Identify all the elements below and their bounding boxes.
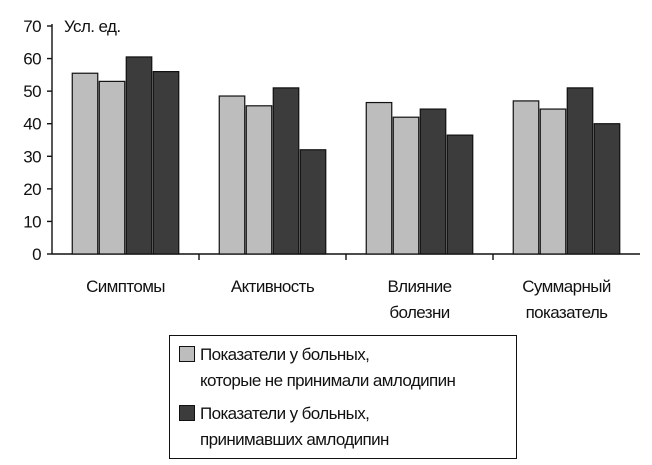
bar-treated [299, 149, 327, 255]
y-tick-label: 50 [23, 82, 41, 101]
y-tick-label: 60 [23, 50, 41, 69]
legend-label-line: которые не принимали амлодипин [200, 371, 456, 390]
bar-treated [272, 87, 300, 255]
labels: 0 10 20 30 40 50 60 70 Усл. ед. Симптомы Активност… [23, 17, 611, 322]
bar-untreated [218, 95, 246, 255]
legend-label-line: Показатели у больных, [200, 404, 370, 423]
category-label: Влияние [387, 277, 451, 296]
category-label: показатель [526, 303, 609, 322]
y-tick-label: 20 [23, 180, 41, 199]
legend-swatch-light [179, 346, 195, 362]
bar-untreated [365, 101, 393, 255]
category-label: болезни [389, 303, 449, 322]
bar-untreated [392, 116, 420, 255]
bar-treated [446, 134, 474, 255]
y-tick-label: 70 [23, 17, 41, 36]
bar-untreated [245, 105, 273, 255]
y-unit-label: Усл. ед. [64, 17, 120, 36]
category-label: Активность [231, 277, 315, 296]
bar-untreated [71, 72, 99, 255]
bar-treated [593, 123, 621, 255]
bars [71, 56, 621, 255]
bar-treated [125, 56, 153, 255]
bar-treated [419, 108, 447, 255]
legend-swatch-dark [179, 405, 195, 421]
legend-entry-untreated: Показатели у больных, которые не принима… [179, 342, 512, 394]
category-label: Симптомы [86, 277, 165, 296]
legend-label-line: принимавших амлодипин [200, 430, 389, 449]
y-tick-label: 40 [23, 115, 41, 134]
legend-entry-treated: Показатели у больных, принимавших амлоди… [179, 401, 512, 453]
bar-untreated [512, 100, 540, 255]
bar-untreated [98, 80, 126, 255]
legend: Показатели у больных, которые не принима… [169, 335, 517, 459]
legend-label-line: Показатели у больных, [200, 345, 370, 364]
bar-untreated [539, 108, 567, 255]
bar-treated [566, 87, 594, 255]
y-tick-label: 0 [32, 245, 41, 264]
legend-label-treated: Показатели у больных, принимавших амлоди… [200, 401, 389, 453]
category-label: Суммарный [522, 277, 611, 296]
legend-label-untreated: Показатели у больных, которые не принима… [200, 342, 456, 394]
bar-treated [152, 70, 180, 255]
y-tick-label: 10 [23, 212, 41, 231]
y-tick-label: 30 [23, 147, 41, 166]
